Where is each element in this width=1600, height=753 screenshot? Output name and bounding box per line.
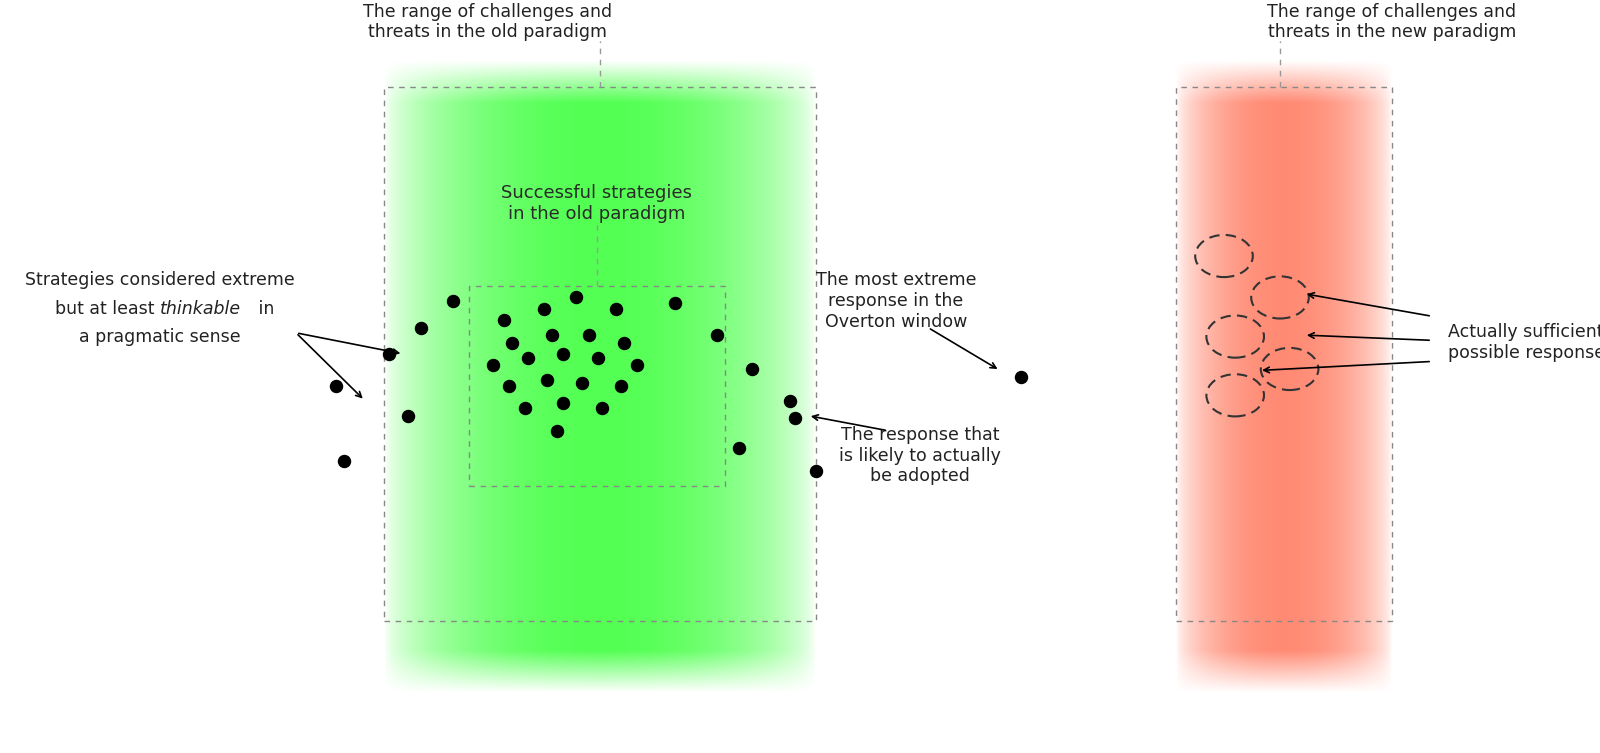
Point [480,359,506,371]
Text: Strategies considered extreme: Strategies considered extreme [26,271,294,289]
Point [539,329,565,341]
Point [570,376,595,389]
Text: thinkable: thinkable [160,300,242,318]
Point [563,291,589,303]
Point [499,337,525,349]
Point [603,303,629,315]
Point [611,337,637,349]
Point [586,352,611,364]
Point [726,442,752,454]
Point [550,397,576,409]
Point [331,455,357,467]
Point [704,329,730,341]
Text: but at least: but at least [54,300,160,318]
Text: The range of challenges and
threats in the new paradigm: The range of challenges and threats in t… [1267,2,1517,41]
Point [496,380,522,392]
Point [662,297,688,309]
Point [531,303,557,315]
Point [408,322,434,334]
Text: Successful strategies
in the old paradigm: Successful strategies in the old paradig… [501,184,693,223]
Text: a pragmatic sense: a pragmatic sense [78,328,242,346]
Point [512,402,538,414]
Point [1008,370,1034,383]
Text: Actually sufficient
possible responses: Actually sufficient possible responses [1448,323,1600,362]
Text: The response that
is likely to actually
be adopted: The response that is likely to actually … [838,425,1002,486]
Text: The range of challenges and
threats in the old paradigm: The range of challenges and threats in t… [363,2,613,41]
Point [491,314,517,326]
Point [589,402,614,414]
Point [440,295,466,307]
Bar [1176,87,1392,621]
Bar [469,286,725,486]
Point [803,465,829,477]
Point [515,352,541,364]
Point [323,380,349,392]
Point [376,348,402,360]
Text: in: in [253,300,274,318]
Point [534,374,560,386]
Point [550,348,576,360]
Text: The most extreme
response in the
Overton window: The most extreme response in the Overton… [816,271,976,331]
Point [608,380,634,392]
Point [395,410,421,422]
Point [782,412,808,424]
Point [739,363,765,375]
Bar [384,87,816,621]
Point [778,395,803,407]
Point [576,329,602,341]
Point [624,359,650,371]
Point [544,425,570,437]
